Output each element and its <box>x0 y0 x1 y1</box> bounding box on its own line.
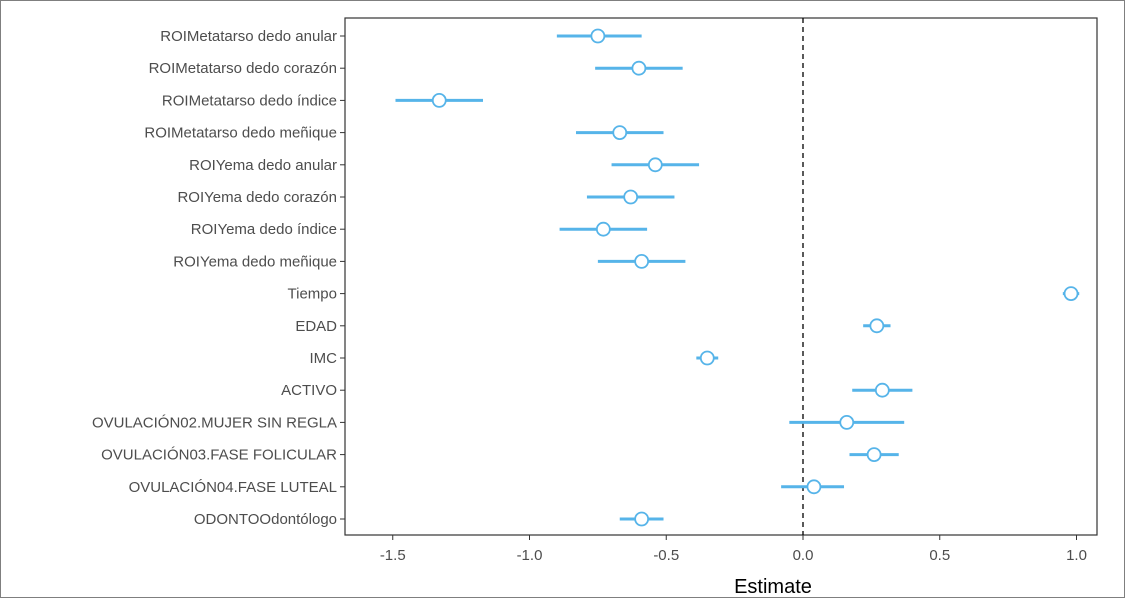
estimate-point <box>634 511 650 527</box>
y-tick-label: ROIYema dedo anular <box>189 157 337 174</box>
estimate-point <box>874 382 890 398</box>
y-tick-label: ROIMetatarso dedo meñique <box>144 125 337 142</box>
y-tick-label: OVULACIÓN03.FASE FOLICULAR <box>101 447 337 464</box>
estimate-point <box>431 93 447 108</box>
y-tick-label: ROIMetatarso dedo índice <box>162 92 337 109</box>
x-tick-label: 0.0 <box>793 547 814 564</box>
y-tick-label: ODONTOOdontólogo <box>194 511 337 528</box>
estimate-point <box>1063 286 1079 302</box>
estimate-point <box>699 350 715 366</box>
estimate-point <box>595 221 611 237</box>
y-tick-label: ROIMetatarso dedo anular <box>160 28 337 45</box>
estimate-point <box>590 28 606 44</box>
estimate-point <box>647 157 663 173</box>
x-tick-label: -1.0 <box>517 547 543 564</box>
y-tick-label: IMC <box>310 350 338 367</box>
plot-panel-border <box>344 17 1098 536</box>
estimate-point <box>866 447 882 463</box>
y-tick-label: Tiempo <box>288 286 337 303</box>
y-tick-label: ROIYema dedo corazón <box>177 189 337 206</box>
estimate-point <box>806 479 822 495</box>
estimate-point <box>612 125 628 141</box>
y-tick-label: ROIMetatarso dedo corazón <box>149 60 337 77</box>
y-tick-label: OVULACIÓN02.MUJER SIN REGLA <box>92 414 337 431</box>
x-tick-label: 1.0 <box>1066 547 1087 564</box>
y-tick-label: OVULACIÓN04.FASE LUTEAL <box>129 479 337 496</box>
y-tick-label: EDAD <box>295 318 337 335</box>
x-tick-label: -0.5 <box>653 547 679 564</box>
y-tick-label: ACTIVO <box>281 382 337 399</box>
y-tick-label: ROIYema dedo índice <box>191 221 337 238</box>
estimate-point <box>839 414 855 430</box>
x-tick-label: 0.5 <box>929 547 950 564</box>
estimate-point <box>869 318 885 334</box>
x-tick-label: -1.5 <box>380 547 406 564</box>
estimate-point <box>623 189 639 205</box>
estimate-point <box>631 60 647 76</box>
y-tick-label: ROIYema dedo meñique <box>173 253 337 270</box>
x-axis-title: Estimate <box>734 576 812 598</box>
estimate-point <box>634 253 650 269</box>
